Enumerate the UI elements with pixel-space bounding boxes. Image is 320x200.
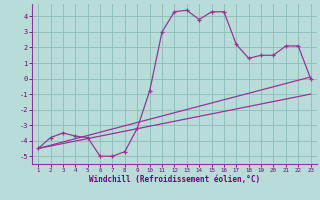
X-axis label: Windchill (Refroidissement éolien,°C): Windchill (Refroidissement éolien,°C) bbox=[89, 175, 260, 184]
